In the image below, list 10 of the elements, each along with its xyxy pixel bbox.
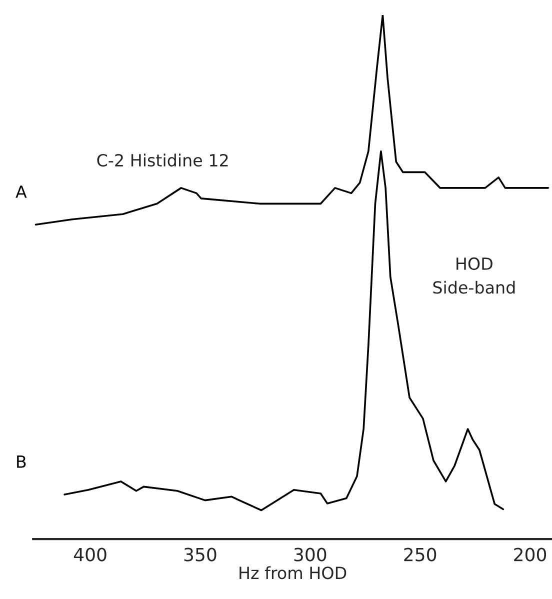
x-tick-label: 350	[184, 548, 216, 562]
x-tick-label: 200	[514, 548, 546, 562]
x-tick-label: 300	[294, 548, 326, 562]
series-label: A	[16, 186, 27, 198]
text: B	[17, 456, 26, 468]
x-tick-label: 400	[74, 548, 106, 562]
annotation: C-2 Histidine 12	[97, 154, 228, 167]
annotation: HOD Side-band	[433, 257, 515, 294]
x-tick-label: 250	[404, 548, 436, 562]
x-axis-title: Hz from HOD	[240, 566, 346, 580]
